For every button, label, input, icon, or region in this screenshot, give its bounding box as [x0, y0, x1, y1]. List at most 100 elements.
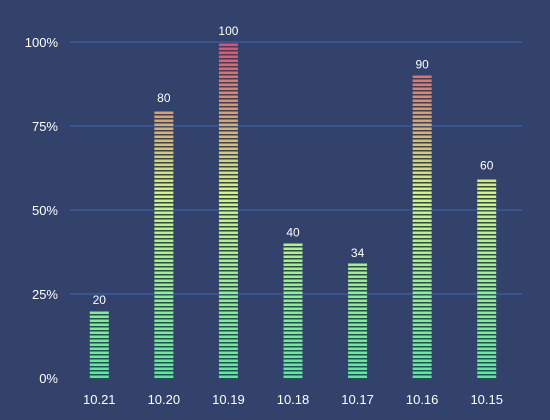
- bar-segment: [283, 371, 303, 374]
- bar-segment: [348, 367, 368, 370]
- bar-segment: [154, 143, 174, 146]
- bar-segment: [283, 275, 303, 278]
- bar-segment: [218, 231, 238, 234]
- bar-segment: [154, 355, 174, 358]
- bar-segment: [89, 375, 109, 378]
- bar-segment: [218, 59, 238, 62]
- bar-segment: [89, 323, 109, 326]
- bar-segment: [218, 323, 238, 326]
- bar-segment: [154, 187, 174, 190]
- bar-segment: [348, 319, 368, 322]
- x-tick-label: 10.18: [277, 392, 310, 407]
- bar-segment: [477, 239, 497, 242]
- bar-segment: [154, 327, 174, 330]
- bar-segment: [348, 359, 368, 362]
- bar-segment: [412, 107, 432, 110]
- bar-segment: [412, 231, 432, 234]
- bar-segment: [154, 347, 174, 350]
- bar-segment: [154, 359, 174, 362]
- bar-segment: [477, 247, 497, 250]
- bar-segment: [348, 267, 368, 270]
- bar-segment: [283, 339, 303, 342]
- y-tick-label: 100%: [25, 35, 59, 50]
- bar-segment: [283, 335, 303, 338]
- bar-segment: [412, 119, 432, 122]
- bar-segment: [412, 139, 432, 142]
- bar-segment: [218, 339, 238, 342]
- bar-segment: [477, 319, 497, 322]
- bar-segment: [218, 183, 238, 186]
- bar-segment: [283, 311, 303, 314]
- bar-segment: [412, 131, 432, 134]
- bar-segment: [412, 215, 432, 218]
- bar-segment: [154, 303, 174, 306]
- bar-segment: [412, 319, 432, 322]
- bar-segment: [348, 307, 368, 310]
- bar-segment: [154, 283, 174, 286]
- bar-segment: [154, 299, 174, 302]
- bar-segment: [348, 279, 368, 282]
- bar-segment: [218, 375, 238, 378]
- y-tick-label: 0%: [39, 371, 58, 386]
- bar-value-label: 34: [351, 246, 365, 260]
- bar-segment: [348, 371, 368, 374]
- bar-segment: [154, 119, 174, 122]
- bar-segment: [89, 363, 109, 366]
- bar-segment: [477, 291, 497, 294]
- bar-segment: [412, 335, 432, 338]
- bar-segment: [218, 127, 238, 130]
- bar-segment: [89, 331, 109, 334]
- bar-segment: [348, 331, 368, 334]
- bar-segment: [154, 343, 174, 346]
- y-tick-label: 75%: [32, 119, 58, 134]
- bar-segment: [412, 343, 432, 346]
- bar-segment: [412, 147, 432, 150]
- bar-segment: [154, 147, 174, 150]
- bar-segment: [412, 339, 432, 342]
- bar-segment: [412, 303, 432, 306]
- bar-segment: [283, 315, 303, 318]
- bar-segment: [154, 199, 174, 202]
- bar-segment: [412, 159, 432, 162]
- bar-segment: [412, 111, 432, 114]
- bar-segment: [154, 239, 174, 242]
- bar-segment: [412, 127, 432, 130]
- bar-segment: [89, 347, 109, 350]
- bar-segment: [218, 199, 238, 202]
- bar-segment: [283, 251, 303, 254]
- bar-segment: [154, 271, 174, 274]
- bar-segment: [348, 263, 368, 266]
- bar-segment: [218, 299, 238, 302]
- bar-segment: [477, 283, 497, 286]
- bar: [89, 311, 109, 378]
- bar-segment: [218, 179, 238, 182]
- x-tick-label: 10.15: [470, 392, 503, 407]
- bar-segment: [348, 275, 368, 278]
- bar-segment: [218, 195, 238, 198]
- bar-segment: [477, 335, 497, 338]
- bar-segment: [218, 247, 238, 250]
- bar-segment: [218, 367, 238, 370]
- bar-segment: [348, 271, 368, 274]
- bar-segment: [348, 355, 368, 358]
- bar-segment: [412, 275, 432, 278]
- bar-segment: [283, 267, 303, 270]
- bar-segment: [283, 263, 303, 266]
- bar-segment: [218, 359, 238, 362]
- bar-segment: [348, 311, 368, 314]
- bar-segment: [477, 219, 497, 222]
- bar-segment: [218, 335, 238, 338]
- bar-segment: [218, 87, 238, 90]
- bar-segment: [412, 347, 432, 350]
- bar: [154, 111, 174, 378]
- bar-segment: [154, 251, 174, 254]
- bar-segment: [283, 303, 303, 306]
- bar-segment: [412, 295, 432, 298]
- bar-segment: [477, 179, 497, 182]
- bar-segment: [154, 175, 174, 178]
- bar-segment: [89, 351, 109, 354]
- bar-segment: [477, 347, 497, 350]
- data-labels: 20 80 100 40 34 90 60: [93, 24, 494, 307]
- bar-segment: [89, 355, 109, 358]
- bars: [89, 43, 497, 378]
